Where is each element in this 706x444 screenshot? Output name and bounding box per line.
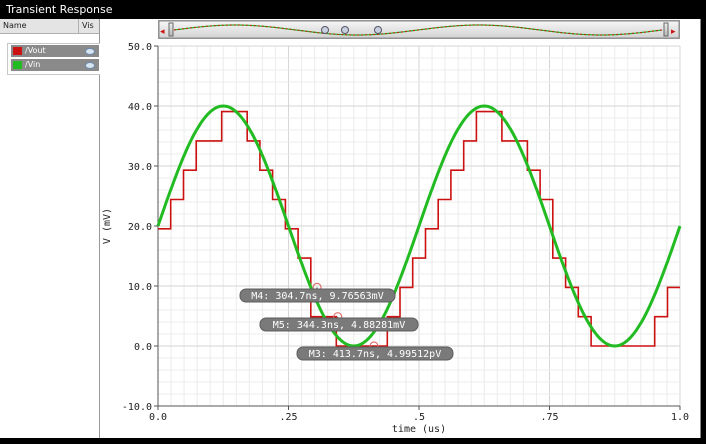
y-tick-label: 10.0	[128, 282, 152, 293]
y-tick-label: 50.0	[128, 42, 152, 53]
y-axis-title: V (mV)	[102, 208, 113, 244]
signal-label-vout: /Vout	[25, 46, 46, 55]
eye-icon[interactable]	[85, 48, 95, 55]
vout-color-swatch	[13, 47, 22, 55]
x-tick-label: 1.0	[671, 412, 689, 423]
signal-item-vin[interactable]: /Vin	[11, 59, 99, 71]
x-axis-title: time (us)	[392, 424, 446, 435]
signal-label-vin: /Vin	[25, 60, 41, 69]
y-tick-label: 0.0	[134, 342, 152, 353]
scroller-left-handle[interactable]	[168, 22, 174, 37]
window-titlebar: Transient Response	[0, 0, 706, 19]
y-tick-label: 40.0	[128, 102, 152, 113]
series-layer	[156, 104, 682, 348]
y-tick-label: 30.0	[128, 162, 152, 173]
x-tick-label: .75	[540, 412, 558, 423]
window-title: Transient Response	[6, 3, 113, 16]
scroller-right-handle[interactable]	[663, 22, 669, 37]
marker-label-box-m4[interactable]	[239, 288, 396, 303]
markers-layer[interactable]: M4: 304.7ns, 9.76563mV M5: 344.3ns, 4.882…	[239, 282, 454, 361]
eye-icon[interactable]	[85, 62, 95, 69]
marker-label-m4: M4: 304.7ns, 9.76563mV	[251, 291, 383, 302]
series-vin-line	[156, 104, 682, 348]
marker-label-box-m3[interactable]	[296, 346, 454, 361]
y-tick-label: -10.0	[122, 402, 152, 413]
column-header-name[interactable]: Name	[3, 21, 27, 30]
marker-label-box-m5[interactable]	[259, 317, 419, 332]
overview-marker-dot[interactable]	[341, 26, 349, 34]
marker-label-m3: M3: 413.7ns, 4.99512pV	[309, 349, 441, 360]
plot-area[interactable]	[100, 19, 700, 438]
scroll-right-arrow-icon[interactable]: ▸	[671, 27, 676, 37]
marker-label-m5: M5: 344.3ns, 4.88281mV	[273, 320, 405, 331]
x-tick-label: 0.0	[149, 412, 167, 423]
overview-marker-dot[interactable]	[321, 26, 329, 34]
y-tick-label: 20.0	[128, 222, 152, 233]
overview-marker-dot[interactable]	[374, 26, 382, 34]
vin-color-swatch	[13, 61, 22, 69]
signal-browser: Name Vis /Vout /Vin	[0, 19, 101, 438]
signal-list: /Vout /Vin	[7, 43, 101, 75]
bottom-bar	[100, 438, 706, 444]
overview-scroller-graphic[interactable]: ◂ ▸	[158, 20, 680, 39]
signal-browser-header: Name Vis	[0, 19, 99, 34]
overview-vout-trace	[173, 24, 663, 36]
column-header-vis[interactable]: Vis	[78, 19, 94, 33]
x-tick-label: .25	[279, 412, 297, 423]
x-tick-label: .5	[413, 412, 425, 423]
signal-item-vout[interactable]: /Vout	[11, 45, 99, 57]
scroll-left-arrow-icon[interactable]: ◂	[160, 27, 165, 37]
axis-ticks: 0.0.25.5.75 1.050.040.030.020.010.00.0-10…	[122, 42, 689, 423]
